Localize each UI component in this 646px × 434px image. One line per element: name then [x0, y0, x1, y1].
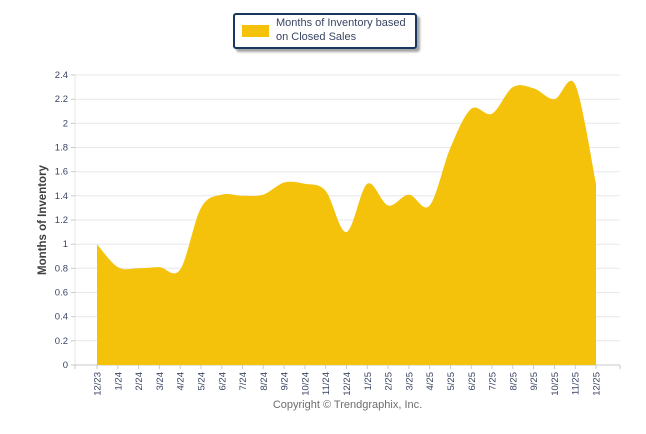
y-tick-labels: 0 0.2 0.4 0.6 0.8 1 1.2 1.4 1.6 1.8 2 2.2 2.4 — [55, 70, 68, 371]
x-tick-label: 6/24 — [217, 372, 228, 391]
x-tick-label: 12/23 — [93, 372, 104, 396]
area-series — [97, 80, 596, 365]
x-tick-label: 8/25 — [508, 372, 519, 391]
x-tick-label: 11/25 — [571, 372, 582, 395]
x-tick-label: 3/25 — [404, 372, 415, 391]
x-tick-label: 2/25 — [384, 372, 395, 391]
x-tick-label: 12/25 — [592, 372, 603, 396]
x-tick-label: 12/24 — [342, 372, 353, 396]
y-tick-label: 0.2 — [55, 336, 68, 347]
x-tick-label: 5/24 — [197, 372, 208, 391]
y-tick-label: 0.6 — [55, 288, 68, 299]
legend-label: Months of Inventory based on Closed Sale… — [276, 17, 406, 43]
x-tick-label: 7/25 — [488, 372, 499, 391]
copyright-text: Copyright © Trendgraphix, Inc. — [272, 399, 423, 411]
y-tick-label: 1.4 — [55, 191, 68, 202]
y-tick-label: 0 — [63, 360, 68, 371]
legend-swatch-icon — [242, 25, 269, 37]
y-tick-label: 0.8 — [55, 263, 68, 274]
y-tick-label: 2.2 — [55, 94, 68, 105]
legend: Months of Inventory based on Closed Sale… — [233, 13, 417, 49]
x-tick-label: 9/25 — [529, 372, 540, 391]
y-tick-label: 1 — [63, 239, 68, 250]
x-tick-label: 4/25 — [425, 372, 436, 391]
x-tick-labels: 12/23 1/24 2/24 3/24 4/24 5/24 6/24 7/24 8/24 9/2… — [93, 372, 603, 396]
x-tick-label: 2/24 — [134, 372, 145, 391]
x-tick-label: 6/25 — [467, 372, 478, 391]
x-tick-label: 8/24 — [259, 372, 270, 391]
y-tick-label: 1.8 — [55, 143, 68, 154]
x-tick-label: 1/25 — [363, 372, 374, 391]
x-tick-label: 9/24 — [280, 372, 291, 391]
x-tick-label: 10/24 — [300, 372, 311, 396]
x-tick-label: 3/24 — [155, 372, 166, 391]
x-tick-label: 5/25 — [446, 372, 457, 391]
x-tick-label: 4/24 — [176, 372, 187, 391]
x-tick-label: 10/25 — [550, 372, 561, 396]
x-tick-label: 1/24 — [113, 372, 124, 391]
y-tick-label: 0.4 — [55, 312, 68, 323]
x-tick-label: 11/24 — [321, 372, 332, 395]
y-tick-label: 2.4 — [55, 70, 68, 81]
y-axis-title: Months of Inventory — [37, 164, 49, 274]
y-tick-label: 1.6 — [55, 167, 68, 178]
y-tick-label: 1.2 — [55, 215, 68, 226]
y-tick-label: 2 — [63, 118, 68, 129]
x-tick-label: 7/24 — [238, 372, 249, 391]
